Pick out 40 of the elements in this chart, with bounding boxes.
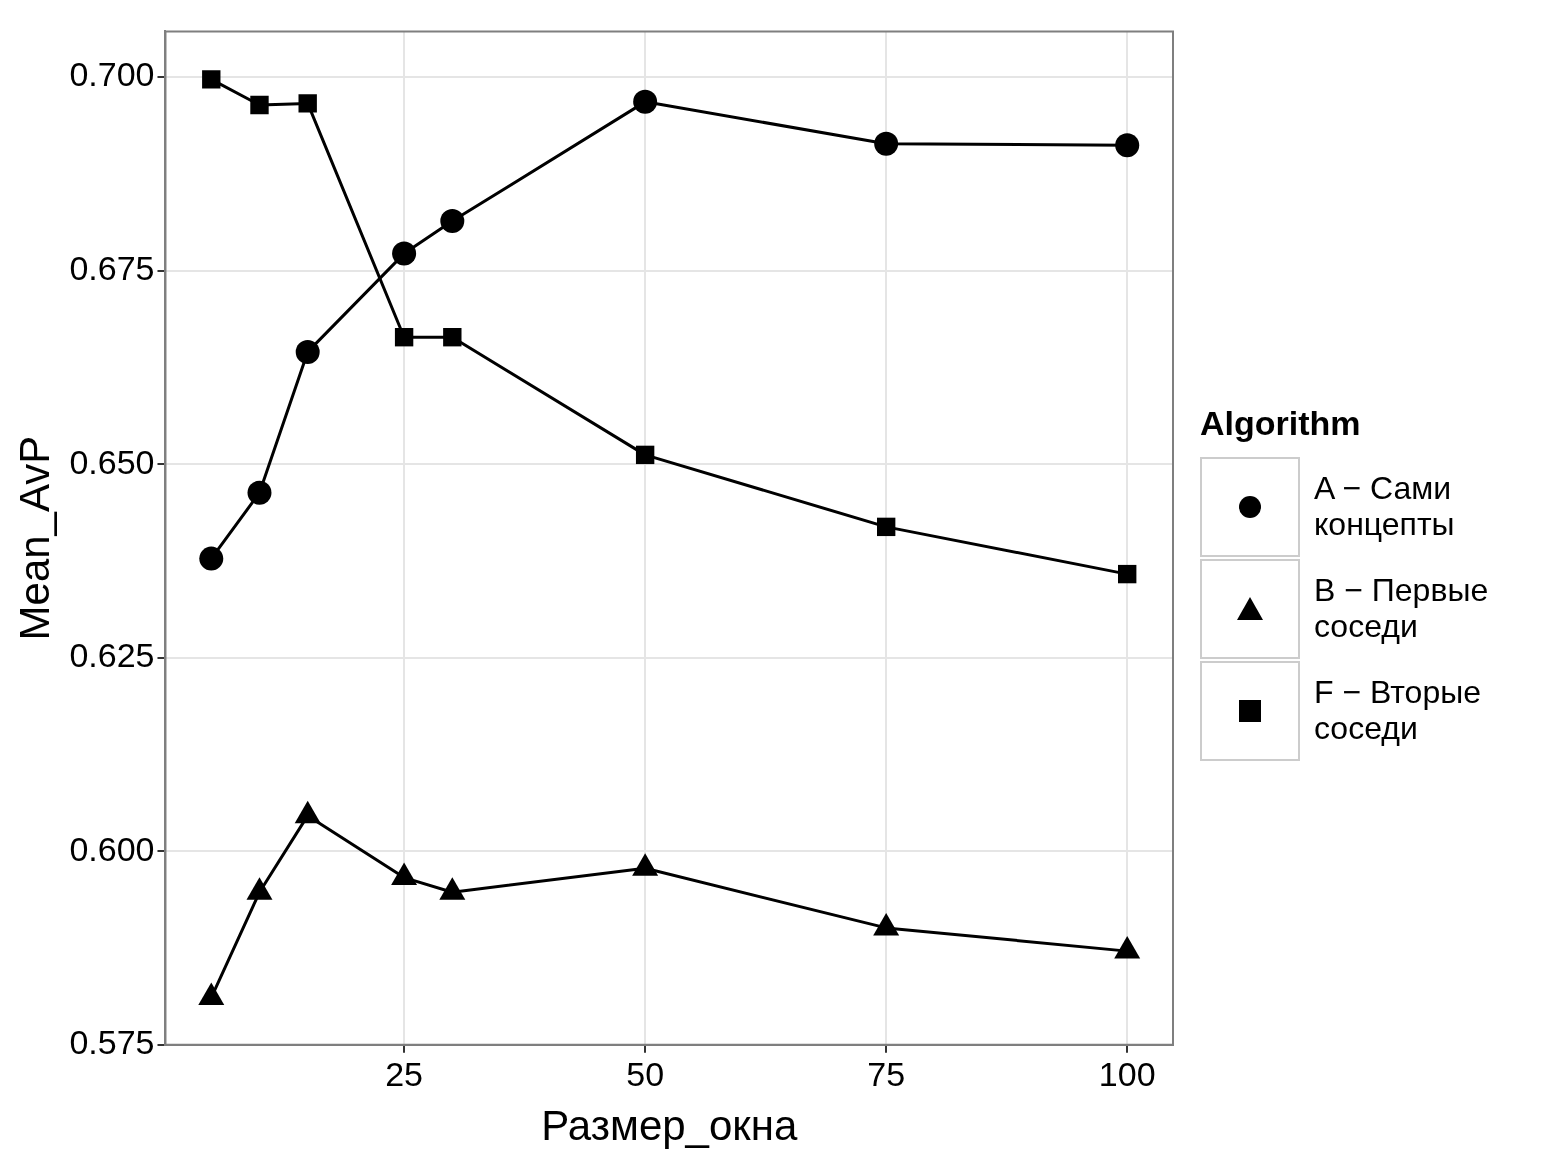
legend-title: Algorithm bbox=[1200, 403, 1362, 443]
x-tick-label: 50 bbox=[626, 1054, 665, 1093]
legend-label: F − Вторые соседи bbox=[1314, 674, 1482, 746]
point bbox=[874, 131, 899, 156]
point bbox=[1115, 133, 1140, 158]
y-tick-label: 0.650 bbox=[69, 442, 155, 481]
point bbox=[439, 877, 466, 900]
x-tick-label: 75 bbox=[867, 1054, 906, 1093]
point bbox=[298, 94, 317, 113]
point bbox=[394, 328, 414, 347]
y-tick-label: 0.675 bbox=[69, 249, 155, 287]
y-tick-label: 0.700 bbox=[69, 55, 155, 94]
point bbox=[198, 982, 225, 1006]
y-tick-label: 0.575 bbox=[69, 1023, 155, 1062]
point bbox=[443, 328, 462, 347]
point bbox=[633, 89, 658, 114]
point bbox=[295, 339, 320, 364]
y-tick-label: 0.625 bbox=[69, 636, 155, 675]
point bbox=[1114, 936, 1141, 959]
point bbox=[246, 877, 273, 900]
point bbox=[202, 70, 221, 89]
point bbox=[876, 517, 896, 537]
point bbox=[392, 241, 417, 266]
point bbox=[247, 480, 272, 505]
x-tick-label: 100 bbox=[1098, 1054, 1156, 1093]
y-tick-label: 0.600 bbox=[69, 829, 155, 868]
y-axis-title: Mean_AvP bbox=[10, 435, 58, 641]
x-tick-label: 25 bbox=[385, 1054, 424, 1093]
point bbox=[1118, 564, 1137, 584]
legend-label: A − Сами концепты bbox=[1314, 470, 1456, 542]
point bbox=[635, 445, 655, 465]
point bbox=[632, 853, 659, 876]
point bbox=[294, 800, 321, 824]
x-axis-title: Размер_окна bbox=[541, 1102, 798, 1150]
point bbox=[199, 546, 224, 571]
point bbox=[873, 912, 900, 936]
point bbox=[391, 862, 418, 886]
point bbox=[250, 95, 269, 115]
point bbox=[440, 209, 465, 234]
legend-label: B − Первые соседи bbox=[1314, 572, 1490, 644]
